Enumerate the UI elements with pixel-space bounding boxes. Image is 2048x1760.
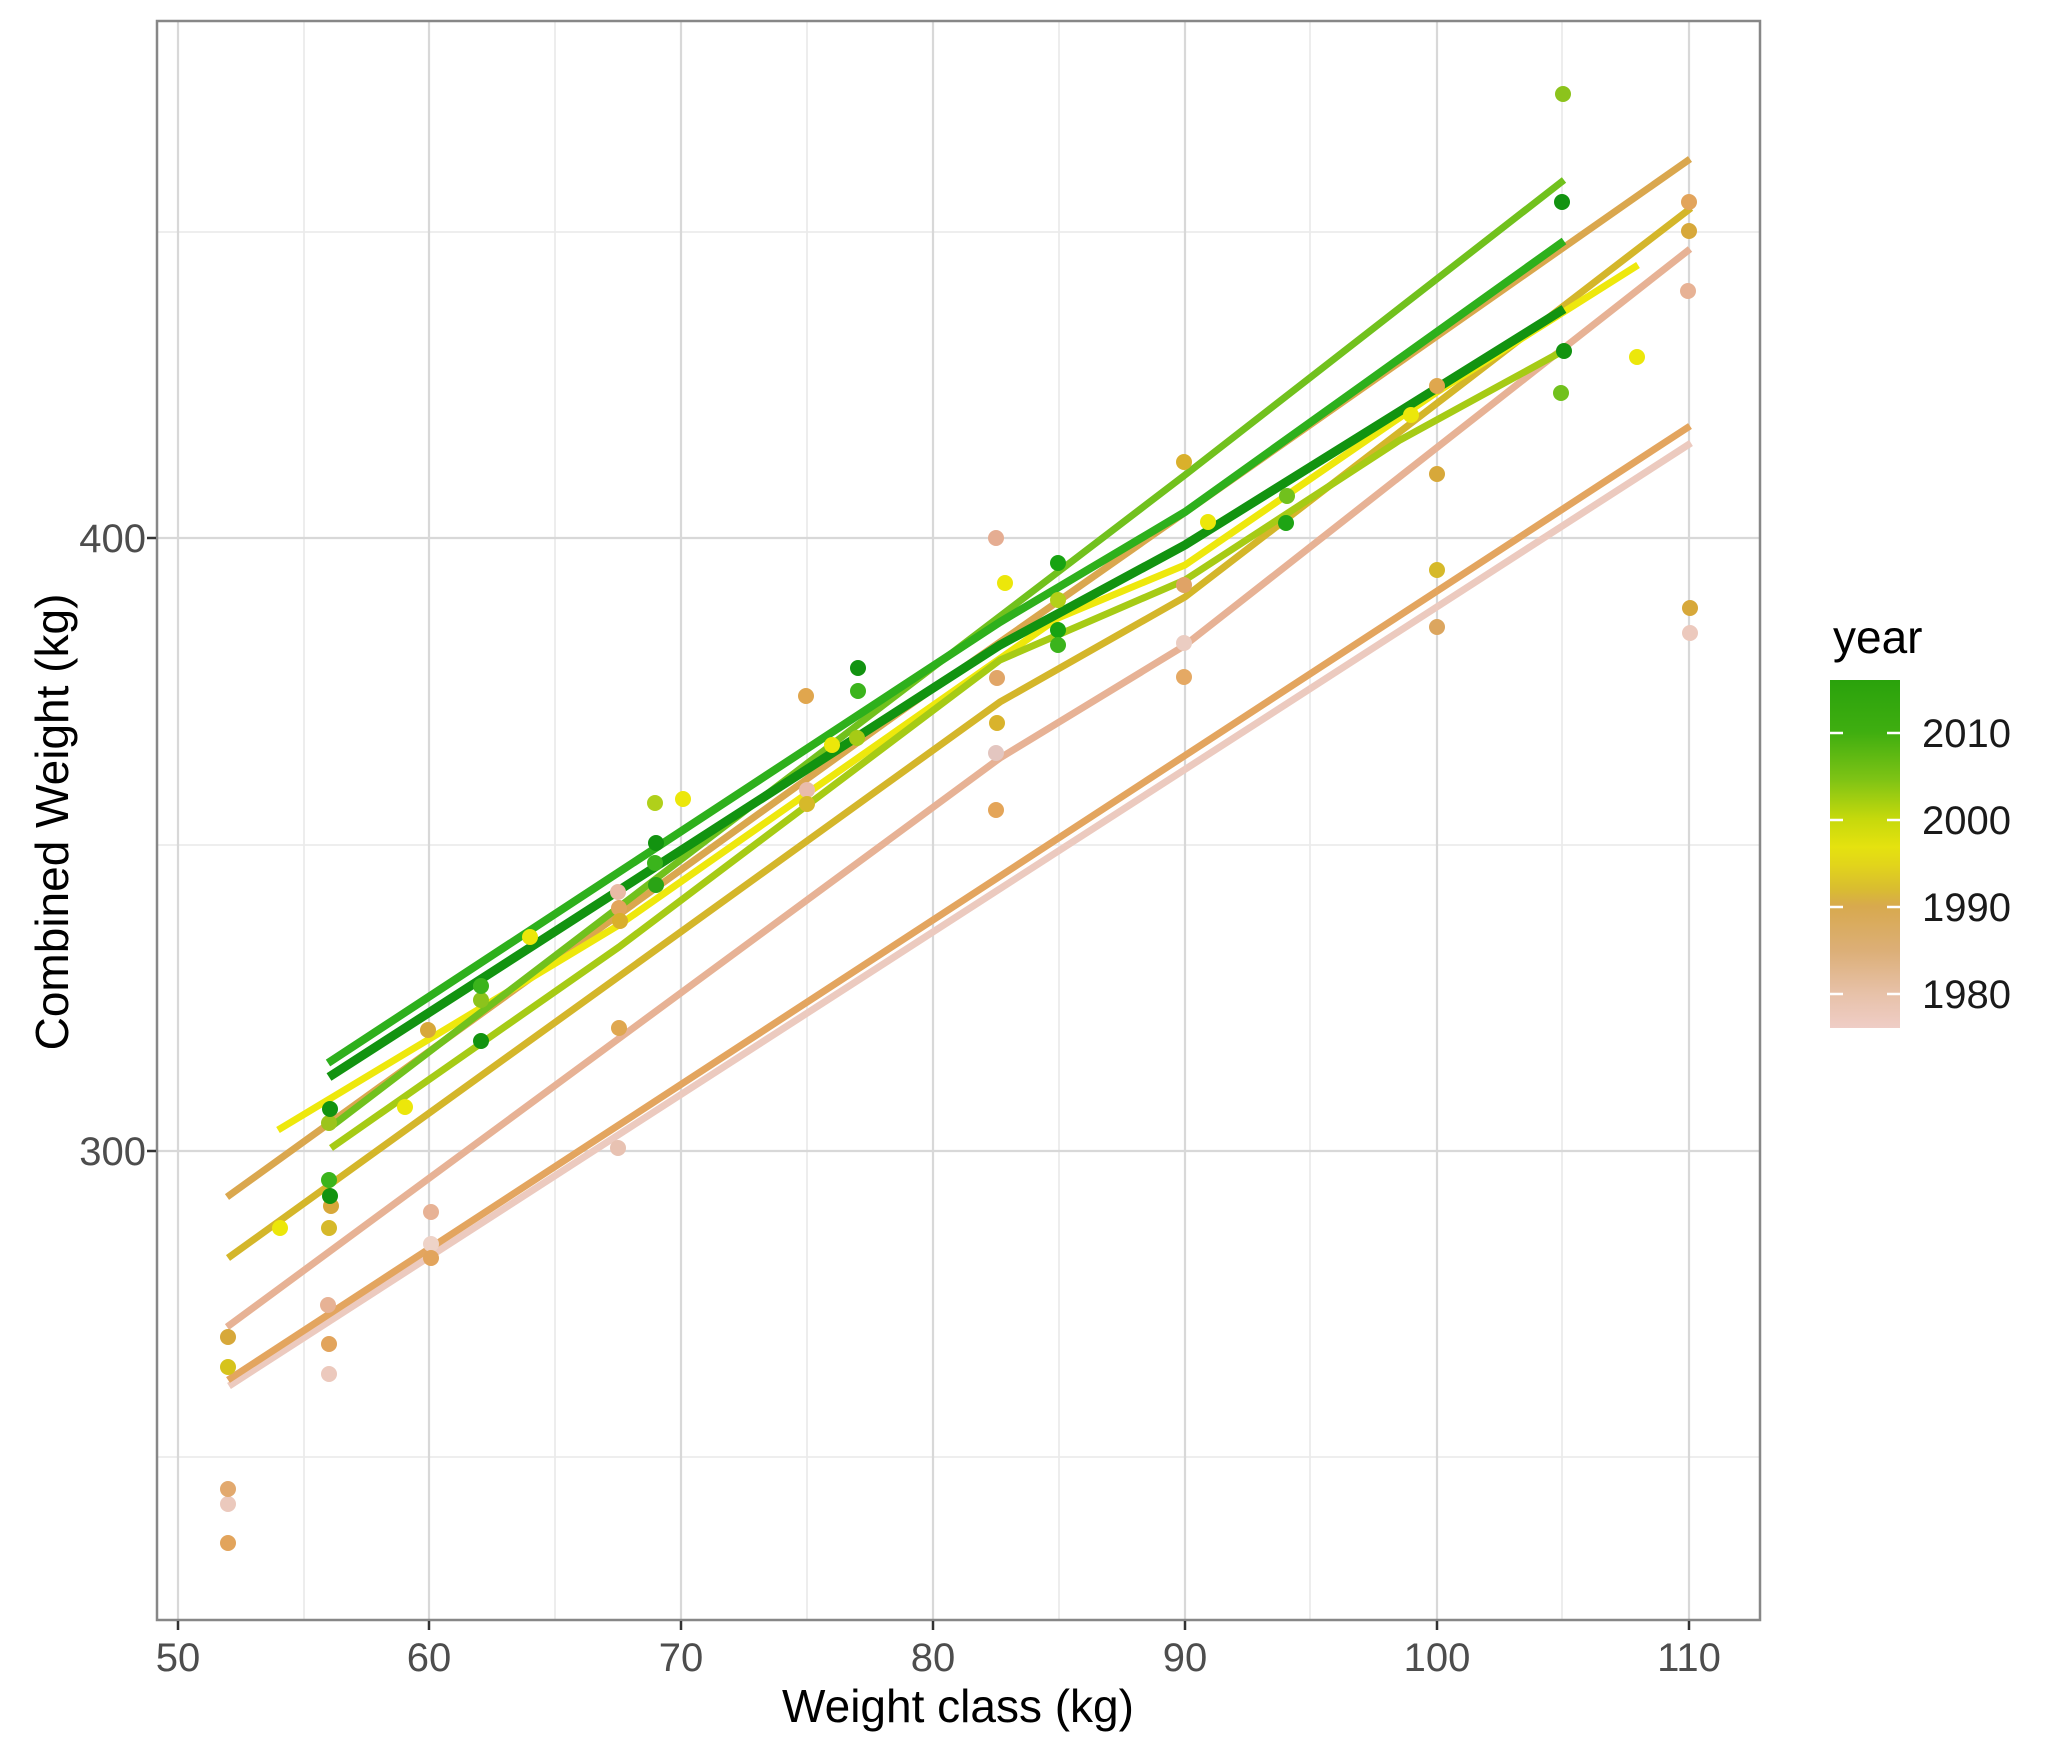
- svg-text:Weight class (kg): Weight class (kg): [782, 1680, 1134, 1732]
- svg-text:Combined Weight (kg): Combined Weight (kg): [26, 594, 78, 1051]
- svg-text:2000: 2000: [1922, 799, 2011, 843]
- svg-text:100: 100: [1404, 1636, 1471, 1680]
- svg-text:300: 300: [79, 1130, 146, 1174]
- svg-text:80: 80: [911, 1636, 956, 1680]
- svg-text:110: 110: [1657, 1636, 1721, 1680]
- svg-text:400: 400: [79, 517, 146, 561]
- svg-text:50: 50: [156, 1636, 201, 1680]
- svg-text:1990: 1990: [1922, 886, 2011, 930]
- svg-text:year: year: [1833, 611, 1922, 663]
- svg-text:2010: 2010: [1922, 712, 2011, 756]
- svg-text:70: 70: [659, 1636, 704, 1680]
- svg-text:60: 60: [407, 1636, 452, 1680]
- svg-text:90: 90: [1163, 1636, 1208, 1680]
- svg-text:1980: 1980: [1922, 973, 2011, 1017]
